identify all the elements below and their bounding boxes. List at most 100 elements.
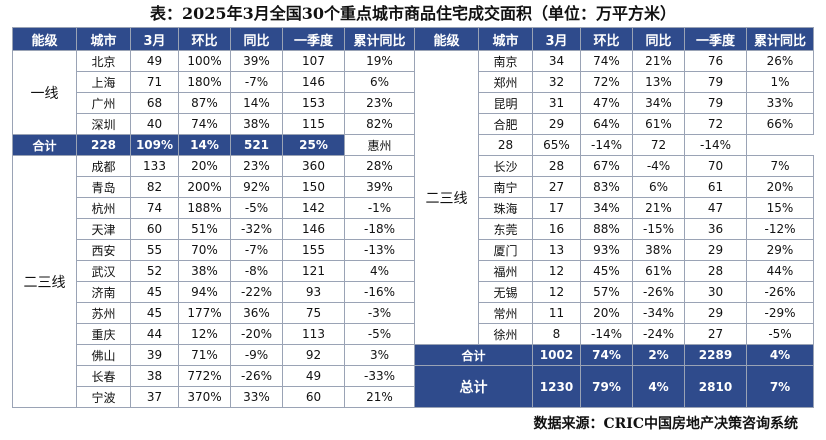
- cell-march: 29: [532, 113, 581, 135]
- subtotal-q1: 2289: [684, 344, 747, 366]
- cell-mom: 188%: [178, 197, 231, 219]
- table-row: 佛山 39 71% -9% 92 3% 合计 1002 74% 2% 2289 4%: [13, 344, 814, 366]
- cell-city: 杭州: [76, 197, 131, 219]
- cell-city: 宁波: [76, 386, 131, 408]
- table-row: 西安 55 70% -7% 155 -13% 厦门 13 93% 38% 29 29%: [13, 239, 814, 261]
- header-tier: 能级: [12, 27, 77, 51]
- cell-march: 8: [532, 323, 581, 345]
- cell-city: 青岛: [76, 176, 131, 198]
- subtotal-cum-yoy: 25%: [282, 134, 345, 156]
- cell-city: 惠州: [344, 134, 415, 156]
- header-row: 能级 城市 3月 环比 同比 一季度 累计同比 能级 城市 3月 环比 同比 一…: [12, 27, 814, 51]
- cell-q1: 60: [282, 386, 345, 408]
- cell-cum-yoy: -3%: [344, 302, 415, 324]
- cell-q1: 79: [684, 92, 747, 114]
- cell-yoy: -34%: [632, 302, 685, 324]
- cell-city: 重庆: [76, 323, 131, 345]
- cell-yoy: -7%: [230, 239, 283, 261]
- cell-cum-yoy: 19%: [344, 50, 415, 72]
- cell-q1: 92: [282, 344, 345, 366]
- cell-march: 16: [532, 218, 581, 240]
- cell-q1: 146: [282, 71, 345, 93]
- cell-mom: 93%: [580, 239, 633, 261]
- cell-cum-yoy: 28%: [344, 155, 415, 177]
- table-row: 宁波 37 370% 33% 60 21%: [13, 386, 814, 408]
- table-row: 杭州 74 188% -5% 142 -1% 珠海 17 34% 21% 47 15%: [13, 197, 814, 219]
- cell-yoy: -7%: [230, 71, 283, 93]
- cell-march: 37: [130, 386, 179, 408]
- cell-mom: 88%: [580, 218, 633, 240]
- table-row: 苏州 45 177% 36% 75 -3% 常州 11 20% -34% 29 -29%: [13, 302, 814, 324]
- grand-total-q1: 2810: [684, 365, 747, 408]
- cell-mom: 74%: [178, 113, 231, 135]
- cell-march: 52: [130, 260, 179, 282]
- cell-city: 天津: [76, 218, 131, 240]
- cell-cum-yoy: -13%: [344, 239, 415, 261]
- cell-cum-yoy: 39%: [344, 176, 415, 198]
- cell-q1: 115: [282, 113, 345, 135]
- cell-march: 11: [532, 302, 581, 324]
- cell-q1: 93: [282, 281, 345, 303]
- cell-yoy: 92%: [230, 176, 283, 198]
- cell-q1: 61: [684, 176, 747, 198]
- cell-march: 68: [130, 92, 179, 114]
- tier-label: 二三线: [12, 155, 77, 408]
- header-mom: 环比: [580, 27, 633, 51]
- cell-q1: 70: [684, 155, 747, 177]
- cell-march: 60: [130, 218, 179, 240]
- cell-q1: 36: [684, 218, 747, 240]
- cell-q1: 28: [684, 260, 747, 282]
- grand-total-label: 总计: [414, 365, 533, 408]
- header-march: 3月: [532, 27, 581, 51]
- cell-yoy: -8%: [230, 260, 283, 282]
- table-title: 表：2025年3月全国30个重点城市商品住宅成交面积（单位：万平方米）: [150, 4, 676, 23]
- cell-cum-yoy: 82%: [344, 113, 415, 135]
- cell-march: 82: [130, 176, 179, 198]
- subtotal-yoy: 2%: [632, 344, 685, 366]
- subtotal-march: 1002: [532, 344, 581, 366]
- cell-city: 郑州: [478, 71, 533, 93]
- cell-yoy: 14%: [230, 92, 283, 114]
- cell-mom: 83%: [580, 176, 633, 198]
- cell-city: 徐州: [478, 323, 533, 345]
- cell-cum-yoy: -1%: [344, 197, 415, 219]
- cell-yoy: -24%: [632, 323, 685, 345]
- cell-mom: 200%: [178, 176, 231, 198]
- subtotal-q1: 521: [230, 134, 283, 156]
- cell-city: 合肥: [478, 113, 533, 135]
- cell-mom: 45%: [580, 260, 633, 282]
- tier-label: 一线: [12, 50, 77, 135]
- data-source: 数据来源：CRIC中国房地产决策咨询系统: [533, 416, 798, 432]
- table-row: 重庆 44 12% -20% 113 -5% 徐州 8 -14% -24% 27 -5%: [13, 323, 814, 345]
- cell-cum-yoy: -33%: [344, 365, 415, 387]
- city-sales-table: 能级 城市 3月 环比 同比 一季度 累计同比 能级 城市 3月 环比 同比 一…: [12, 27, 814, 408]
- cell-q1: 79: [684, 71, 747, 93]
- cell-march: 31: [532, 92, 581, 114]
- cell-q1: 121: [282, 260, 345, 282]
- cell-cum-yoy: 3%: [344, 344, 415, 366]
- cell-yoy: 38%: [230, 113, 283, 135]
- table-row: 上海 71 180% -7% 146 6% 郑州 32 72% 13% 79 1%: [13, 71, 814, 93]
- table-row: 天津 60 51% -32% 146 -18% 东莞 16 88% -15% 36 -12%: [13, 218, 814, 240]
- cell-yoy: 61%: [632, 260, 685, 282]
- cell-mom: 87%: [178, 92, 231, 114]
- cell-city: 无锡: [478, 281, 533, 303]
- cell-mom: 12%: [178, 323, 231, 345]
- cell-q1: 107: [282, 50, 345, 72]
- table-row: 合计 228 109% 14% 521 25% 惠州 28 65% -14% 72 -14%: [12, 134, 814, 156]
- cell-march: 38: [130, 365, 179, 387]
- cell-q1: 76: [684, 50, 747, 72]
- cell-mom: 65%: [532, 134, 581, 156]
- subtotal-march: 228: [76, 134, 131, 156]
- cell-cum-yoy: -12%: [746, 218, 814, 240]
- cell-yoy: -26%: [230, 365, 283, 387]
- cell-march: 45: [130, 302, 179, 324]
- cell-mom: 64%: [580, 113, 633, 135]
- cell-mom: 57%: [580, 281, 633, 303]
- cell-q1: 29: [684, 239, 747, 261]
- cell-march: 28: [478, 134, 533, 156]
- subtotal-label: 合计: [414, 344, 533, 366]
- cell-city: 常州: [478, 302, 533, 324]
- cell-q1: 29: [684, 302, 747, 324]
- cell-yoy: -5%: [230, 197, 283, 219]
